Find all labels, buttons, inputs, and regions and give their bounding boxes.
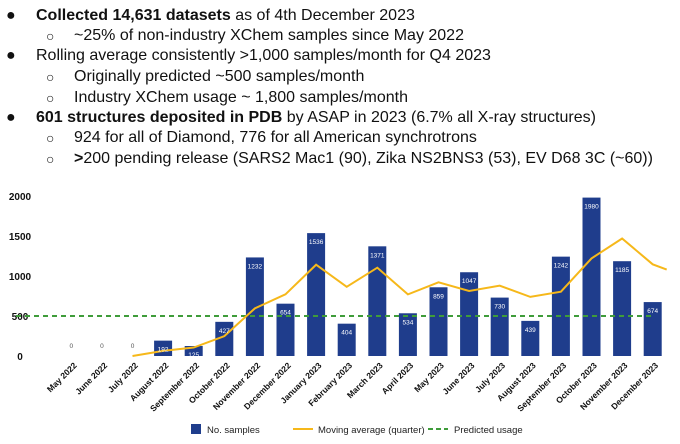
bar xyxy=(582,197,601,356)
bar-value-label: 1185 xyxy=(615,267,629,274)
bullet-datasets-rest: as of 4th December 2023 xyxy=(230,7,415,24)
y-tick-label: 0 xyxy=(17,352,23,363)
bar-value-label: 730 xyxy=(494,304,505,311)
bar-value-label: 192 xyxy=(158,347,169,354)
moving-average-line xyxy=(132,237,668,357)
bar-value-label: 404 xyxy=(341,330,352,337)
x-tick-label: June 2022 xyxy=(73,360,109,396)
bar-value-label: 439 xyxy=(525,327,536,334)
bullet-pdb: 601 structures deposited in PDB by ASAP … xyxy=(36,108,596,128)
bar-value-label: 534 xyxy=(402,319,413,326)
bar-value-label: 1232 xyxy=(248,263,263,270)
sub-bullet-pending: >200 pending release (SARS2 Mac1 (90), Z… xyxy=(74,149,653,169)
bar xyxy=(521,320,540,356)
legend-label-moving-average: Moving average (quarter) xyxy=(318,425,425,436)
bullet-datasets: Collected 14,631 datasets as of 4th Dece… xyxy=(36,6,415,26)
sub-bullet-xchem-share: ~25% of non-industry XChem samples since… xyxy=(74,27,464,44)
sub-bullet-circle: ○ xyxy=(46,69,55,85)
bar-value-label: 1047 xyxy=(462,278,477,285)
samples-chart: 0 500 1000 1500 2000 0 0 0 192 125 427 1232 654 1536 4… xyxy=(9,192,668,436)
bar xyxy=(551,256,570,356)
bar-value-label: 1242 xyxy=(554,263,569,270)
bar-value-label: 1980 xyxy=(584,204,599,211)
sub-bullet-industry: Industry XChem usage ~ 1,800 samples/mon… xyxy=(74,89,408,106)
bar xyxy=(613,261,632,356)
sub-bullet-diamond: 924 for all of Diamond, 776 for all Amer… xyxy=(74,129,477,146)
bar-value-label: 0 xyxy=(69,343,73,350)
legend-label-predicted: Predicted usage xyxy=(454,425,523,436)
sub-bullet-circle: ○ xyxy=(46,130,55,146)
y-tick-label: 1000 xyxy=(9,272,32,283)
legend-label-samples: No. samples xyxy=(207,425,260,436)
bullet-dot: ● xyxy=(6,7,16,24)
bar xyxy=(307,233,326,356)
x-tick-label: April 2023 xyxy=(380,360,416,396)
legend-swatch-samples xyxy=(191,424,201,434)
bar-value-label: 0 xyxy=(100,343,104,350)
bar-value-label: 1536 xyxy=(309,239,324,246)
sub-bullet-pending-rest: 200 pending release (SARS2 Mac1 (90), Zi… xyxy=(83,150,653,167)
y-tick-label: 500 xyxy=(12,312,29,323)
bullet-datasets-bold: Collected 14,631 datasets xyxy=(36,7,231,24)
sub-bullet-circle: ○ xyxy=(46,28,55,44)
y-tick-label: 1500 xyxy=(9,232,32,243)
sub-bullet-pending-bold: > xyxy=(74,150,84,167)
bar-value-label: 654 xyxy=(280,310,291,317)
sub-bullet-predicted: Originally predicted ~500 samples/month xyxy=(74,68,365,85)
bar-value-label: 125 xyxy=(188,352,199,359)
bullet-dot: ● xyxy=(6,47,16,64)
sub-bullet-circle: ○ xyxy=(46,90,55,106)
bar-value-label: 1371 xyxy=(370,252,385,259)
bar xyxy=(429,287,448,356)
bar xyxy=(337,323,356,356)
bar xyxy=(215,321,234,356)
bar xyxy=(460,272,479,356)
bullet-pdb-rest: by ASAP in 2023 (6.7% all X-ray structur… xyxy=(282,109,596,126)
bar xyxy=(490,297,509,356)
bar xyxy=(184,346,203,356)
sub-bullet-circle: ○ xyxy=(46,151,55,167)
bullet-pdb-bold: 601 structures deposited in PDB xyxy=(36,109,283,126)
bar-value-label: 859 xyxy=(433,293,444,300)
bar-value-label: 0 xyxy=(131,343,135,350)
bullet-rolling-average: Rolling average consistently >1,000 samp… xyxy=(36,47,491,64)
bullet-dot: ● xyxy=(6,109,16,126)
bar xyxy=(245,257,264,356)
bar-value-label: 427 xyxy=(219,328,230,335)
bar-value-label: 674 xyxy=(647,308,658,315)
bar xyxy=(398,313,417,356)
bar xyxy=(368,246,387,356)
y-tick-label: 2000 xyxy=(9,192,32,203)
x-tick-label: June 2023 xyxy=(440,360,476,396)
